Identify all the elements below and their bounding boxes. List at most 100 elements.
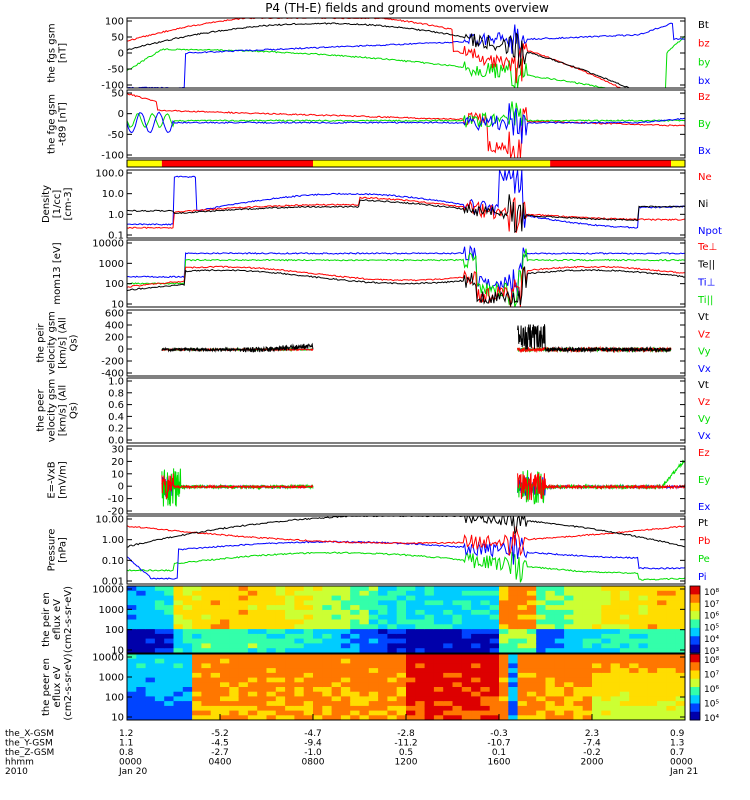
legend-item-Vx: Vx: [698, 364, 711, 375]
heatmap-cell: [350, 696, 361, 702]
heatmap-cell: [238, 654, 249, 660]
y-axis-label: the peir velocity gsm [km/s] (All Qs): [36, 311, 80, 375]
heatmap-cell: [582, 696, 593, 702]
heatmap-cell: [526, 654, 537, 660]
heatmap-cell: [461, 705, 472, 712]
y-axis-label-line: -t89 [nT]: [58, 102, 69, 146]
heatmap-cell: [154, 710, 165, 716]
heatmap-cell: [610, 668, 621, 674]
heatmap-cell: [657, 609, 667, 616]
heatmap-cell: [247, 654, 258, 660]
heatmap-cell: [517, 682, 528, 688]
heatmap-cell: [387, 691, 398, 697]
heatmap-cell: [201, 624, 212, 630]
heatmap-cell: [406, 643, 416, 649]
heatmap-cell: [480, 629, 491, 635]
x-axis-value: -2.8: [397, 729, 415, 739]
heatmap-cell: [675, 715, 685, 720]
heatmap-cell: [340, 668, 351, 674]
heatmap-cell: [489, 648, 500, 653]
heatmap-cell: [313, 654, 323, 660]
heatmap-cell: [303, 696, 314, 702]
heatmap-cell: [275, 658, 286, 664]
heatmap-cell: [266, 586, 277, 592]
legend-item-Pt: Pt: [698, 518, 708, 529]
heatmap-cell: [443, 663, 454, 669]
heatmap-cell: [136, 705, 147, 712]
heatmap-cell: [452, 614, 463, 621]
x-axis-value: 0800: [302, 758, 325, 768]
heatmap-cell: [657, 710, 667, 716]
heatmap-cell: [247, 691, 258, 697]
heatmap-cell: [573, 595, 584, 601]
heatmap-cell: [480, 605, 491, 611]
heatmap-cell: [592, 605, 602, 611]
heatmap-cell: [359, 687, 370, 693]
heatmap-cell: [629, 648, 640, 653]
heatmap-cell: [238, 624, 249, 630]
heatmap-cell: [675, 677, 685, 683]
y-axis-label-line: the fgs gsm: [47, 23, 58, 82]
heatmap-cell: [415, 638, 426, 644]
x-axis-row-label: 2010: [5, 767, 28, 777]
y-tick-label: 30: [111, 445, 124, 456]
heatmap-cell: [508, 586, 519, 592]
heatmap-cell: [275, 614, 286, 621]
heatmap-cell: [582, 715, 593, 720]
heatmap-cell: [666, 614, 677, 621]
heatmap-cell: [647, 668, 658, 674]
heatmap-cell: [619, 715, 630, 720]
heatmap-cell: [471, 682, 481, 688]
legend-item-Ez: Ez: [698, 448, 710, 459]
x-axis-value: 0000: [119, 758, 142, 768]
heatmap-cell: [675, 643, 685, 649]
heatmap-cell: [554, 677, 565, 683]
heatmap-cell: [201, 715, 212, 720]
x-axis-value: -7.4: [583, 739, 601, 749]
heatmap-cell: [210, 668, 221, 674]
heatmap-cell: [629, 682, 640, 688]
heatmap-cell: [201, 590, 212, 597]
heatmap-cell: [220, 705, 230, 712]
heatmap-cell: [629, 668, 640, 674]
heatmap-cell: [619, 687, 630, 693]
heatmap-cell: [489, 696, 500, 702]
y-tick-label: 200: [105, 333, 124, 344]
heatmap-cell: [499, 595, 509, 601]
heatmap-cell: [508, 629, 519, 635]
heatmap-cell: [192, 586, 202, 592]
heatmap-cell: [666, 654, 677, 660]
heatmap-cell: [247, 643, 258, 649]
panel-5-plot: [127, 244, 685, 307]
legend-item-Te||: Te||: [697, 260, 715, 271]
heatmap-cell: [331, 701, 342, 707]
heatmap-cell: [266, 605, 277, 611]
heatmap-cell: [266, 705, 277, 712]
heatmap-cell: [452, 710, 463, 716]
heatmap-cell: [508, 609, 519, 616]
heatmap-cell: [368, 586, 379, 592]
heatmap-cell: [313, 696, 323, 702]
mode-bar-segment: [313, 160, 551, 167]
heatmap-cell: [424, 648, 435, 653]
heatmap-cell: [433, 600, 444, 606]
heatmap-cell: [387, 701, 398, 707]
heatmap-cell: [675, 600, 685, 606]
heatmap-cell: [610, 672, 621, 679]
colorbar-label: 10⁶: [704, 612, 719, 622]
y-tick-label: -100: [101, 151, 124, 162]
heatmap-cell: [154, 624, 165, 630]
heatmap-cell: [173, 663, 184, 669]
heatmap-cell: [526, 595, 537, 601]
heatmap-cell: [285, 715, 295, 720]
heatmap-cell: [471, 624, 481, 630]
heatmap-cell: [173, 715, 184, 720]
series-bt-line: [127, 22, 685, 88]
heatmap-cell: [517, 691, 528, 697]
heatmap-cell: [378, 586, 388, 592]
heatmap-cell: [285, 643, 295, 649]
heatmap-cell: [647, 590, 658, 597]
heatmap-cell: [127, 643, 137, 649]
heatmap-cell: [340, 691, 351, 697]
